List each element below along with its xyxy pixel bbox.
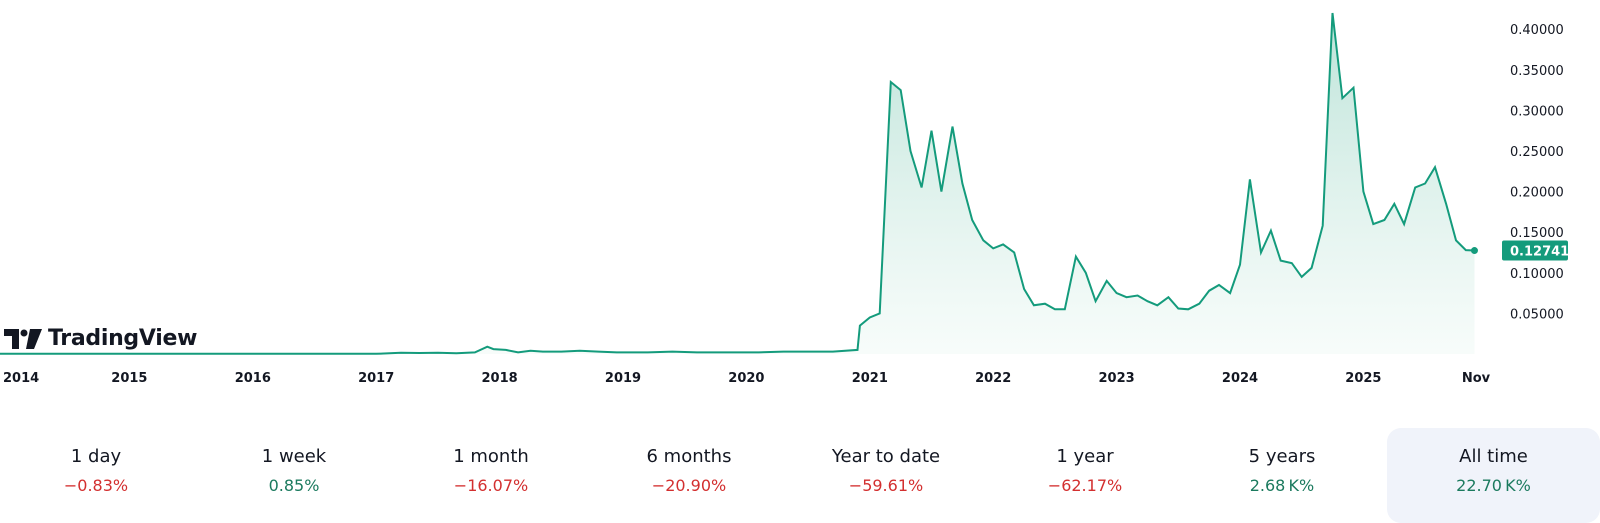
period-performance-bar: 1 day −0.83% 1 week 0.85% 1 month −16.07… — [0, 428, 1600, 523]
last-price-dot — [1470, 247, 1478, 255]
period-1-week[interactable]: 1 week 0.85% — [204, 428, 384, 523]
period-change: −59.61% — [848, 476, 924, 495]
y-axis: 0.05000 0.10000 0.15000 0.20000 0.25000 0.300… — [1510, 23, 1564, 322]
period-change: −16.07% — [453, 476, 529, 495]
y-tick-label: 0.05000 — [1510, 307, 1564, 322]
tradingview-logo[interactable]: TradingView — [4, 326, 197, 351]
price-area-fill — [0, 13, 1475, 354]
x-tick-label: 2020 — [728, 371, 764, 386]
y-tick-label: 0.35000 — [1510, 64, 1564, 79]
tradingview-logo-icon — [4, 328, 42, 349]
period-1-year[interactable]: 1 year −62.17% — [995, 428, 1175, 523]
x-tick-label: 2024 — [1222, 371, 1258, 386]
y-tick-label: 0.25000 — [1510, 145, 1564, 160]
period-label: All time — [1459, 446, 1528, 467]
period-label: 5 years — [1248, 446, 1316, 467]
period-1-month[interactable]: 1 month −16.07% — [401, 428, 581, 523]
last-price-tag-label: 0.12741 — [1510, 245, 1569, 260]
period-change: 0.85% — [268, 476, 320, 495]
last-price-tag: 0.12741 — [1502, 240, 1569, 261]
period-all-time[interactable]: All time 22.70 K% — [1387, 428, 1600, 523]
period-label: 6 months — [646, 446, 732, 467]
x-tick-label: 2018 — [482, 371, 518, 386]
price-chart: 0.05000 0.10000 0.15000 0.20000 0.25000 0.300… — [0, 12, 1569, 386]
tradingview-logo-text: TradingView — [48, 326, 198, 351]
y-tick-label: 0.15000 — [1510, 226, 1564, 241]
period-5-years[interactable]: 5 years 2.68 K% — [1192, 428, 1372, 523]
period-6-months[interactable]: 6 months −20.90% — [599, 428, 779, 523]
period-change: 2.68 K% — [1249, 476, 1315, 495]
y-tick-label: 0.30000 — [1510, 104, 1564, 119]
x-axis: 2014 2015 2016 2017 2018 2019 2020 2021 2022 2023… — [3, 371, 1491, 386]
last-price-tag-bg — [1502, 240, 1568, 261]
x-tick-label: 2015 — [111, 371, 147, 386]
period-change: −62.17% — [1047, 476, 1123, 495]
x-tick-label: 2022 — [975, 371, 1011, 386]
period-label: 1 year — [1056, 446, 1114, 467]
y-tick-label: 0.40000 — [1510, 23, 1564, 38]
y-tick-label: 0.10000 — [1510, 267, 1564, 282]
y-tick-label: 0.20000 — [1510, 186, 1564, 201]
period-change: 22.70 K% — [1456, 476, 1531, 495]
x-tick-label: 2014 — [3, 371, 39, 386]
period-label: 1 day — [70, 446, 122, 467]
period-1-day[interactable]: 1 day −0.83% — [6, 428, 186, 523]
period-label: 1 week — [261, 446, 327, 467]
x-tick-label: Nov — [1462, 371, 1491, 386]
x-tick-label: 2017 — [358, 371, 394, 386]
period-label: Year to date — [831, 446, 941, 467]
period-change: −0.83% — [63, 476, 129, 495]
period-year-to-date[interactable]: Year to date −59.61% — [796, 428, 976, 523]
x-tick-label: 2025 — [1345, 371, 1381, 386]
period-label: 1 month — [453, 446, 529, 467]
x-tick-label: 2023 — [1099, 371, 1135, 386]
x-tick-label: 2016 — [235, 371, 271, 386]
price-line — [0, 12, 1475, 355]
x-tick-label: 2019 — [605, 371, 641, 386]
x-tick-label: 2021 — [852, 371, 888, 386]
period-change: −20.90% — [651, 476, 727, 495]
